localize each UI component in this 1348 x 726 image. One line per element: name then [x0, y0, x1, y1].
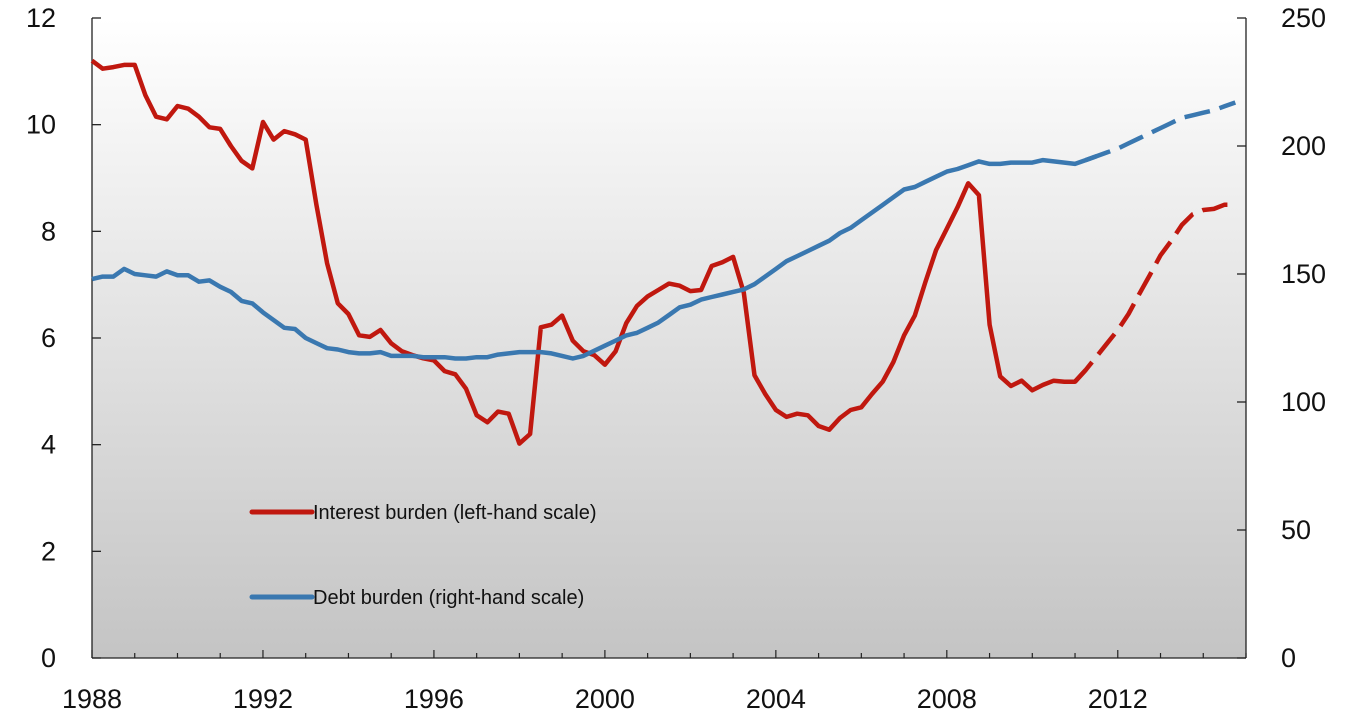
x-tick-label: 1996	[404, 684, 464, 714]
y-right-tick-label: 100	[1281, 387, 1326, 417]
y-left-tick-label: 0	[41, 643, 56, 673]
legend-item-debt: Debt burden (right-hand scale)	[249, 587, 584, 609]
y-left-tick-label: 2	[41, 536, 56, 566]
y-right-tick-label: 0	[1281, 643, 1296, 673]
x-tick-label: 2008	[917, 684, 977, 714]
legend-item-interest: Interest burden (left-hand scale)	[249, 502, 597, 524]
x-tick-label: 2012	[1088, 684, 1148, 714]
series-debt-burden	[91, 100, 1237, 361]
x-tick-label: 1992	[233, 684, 293, 714]
legend-label-debt: Debt burden (right-hand scale)	[313, 587, 584, 609]
axes	[91, 17, 1247, 659]
series-line-dashed	[1073, 202, 1236, 384]
y-left-tick-label: 8	[41, 216, 56, 246]
x-tick-label: 2004	[746, 684, 806, 714]
x-tick-label: 2000	[575, 684, 635, 714]
plot-area	[92, 18, 1246, 658]
y-right-tick-label: 200	[1281, 131, 1326, 161]
legend-label-interest: Interest burden (left-hand scale)	[313, 502, 597, 524]
legend: Interest burden (left-hand scale) Debt b…	[249, 502, 597, 609]
y-right-tick-label: 150	[1281, 259, 1326, 289]
series-group	[90, 58, 1237, 446]
y-left-tick-label: 4	[41, 430, 56, 460]
y-left-tick-label: 10	[26, 110, 56, 140]
y-left-tick-label: 12	[26, 3, 56, 33]
tick-labels: 0 2 4 6 8 10 12 0 50 100 150 200 250 1988 1992 1996 2000…	[26, 3, 1326, 714]
x-tick-label: 1988	[62, 684, 122, 714]
y-right-tick-label: 50	[1281, 515, 1311, 545]
y-right-tick-label: 250	[1281, 3, 1326, 33]
y-left-tick-label: 6	[41, 323, 56, 353]
